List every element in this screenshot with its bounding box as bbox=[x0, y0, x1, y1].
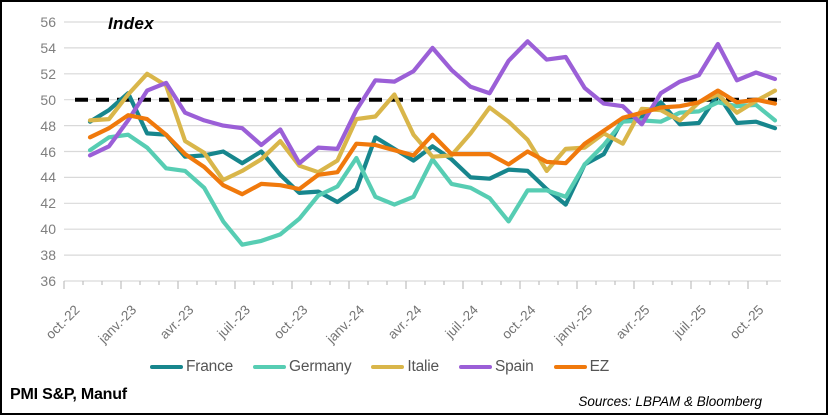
series-line-italie bbox=[87, 71, 778, 183]
chart-title: Index bbox=[108, 14, 154, 33]
legend-swatch-germany bbox=[253, 364, 287, 370]
legend-label: France bbox=[186, 358, 234, 375]
legend-swatch-france bbox=[150, 364, 183, 370]
series-line-spain bbox=[87, 39, 778, 166]
legend-item-spain: Spain bbox=[458, 358, 534, 376]
legend-label: Germany bbox=[289, 358, 352, 375]
y-tick-label: 52 bbox=[40, 65, 56, 82]
legend-item-italie: Italie bbox=[371, 358, 439, 376]
y-tick-label: 48 bbox=[40, 117, 56, 134]
series-line-germany bbox=[87, 100, 778, 247]
series-line-france bbox=[87, 91, 778, 207]
y-tick-label: 38 bbox=[40, 247, 56, 264]
legend-label: EZ bbox=[589, 358, 610, 375]
chart-legend: France Germany Italie Spain EZ bbox=[150, 358, 609, 376]
y-tick-label: 42 bbox=[40, 195, 56, 212]
legend-swatch-ez bbox=[553, 364, 587, 370]
chart-footnote: PMI S&P, Manuf bbox=[10, 386, 127, 403]
y-tick-label: 54 bbox=[40, 39, 56, 56]
y-tick-label: 50 bbox=[40, 91, 56, 108]
legend-item-ez: EZ bbox=[553, 358, 610, 376]
legend-item-france: France bbox=[150, 358, 233, 376]
legend-label: Italie bbox=[407, 358, 439, 375]
y-tick-label: 56 bbox=[40, 14, 56, 30]
chart-sources: Sources: LBPAM & Bloomberg bbox=[578, 394, 762, 409]
legend-label: Spain bbox=[494, 358, 534, 375]
legend-swatch-spain bbox=[458, 364, 492, 370]
legend-swatch-italie bbox=[371, 364, 405, 370]
y-tick-label: 46 bbox=[40, 143, 56, 160]
y-tick-label: 44 bbox=[40, 169, 56, 186]
y-tick-label: 40 bbox=[40, 221, 56, 238]
legend-item-germany: Germany bbox=[253, 358, 352, 376]
y-tick-label: 36 bbox=[40, 273, 56, 289]
series-line-ez bbox=[87, 88, 778, 197]
